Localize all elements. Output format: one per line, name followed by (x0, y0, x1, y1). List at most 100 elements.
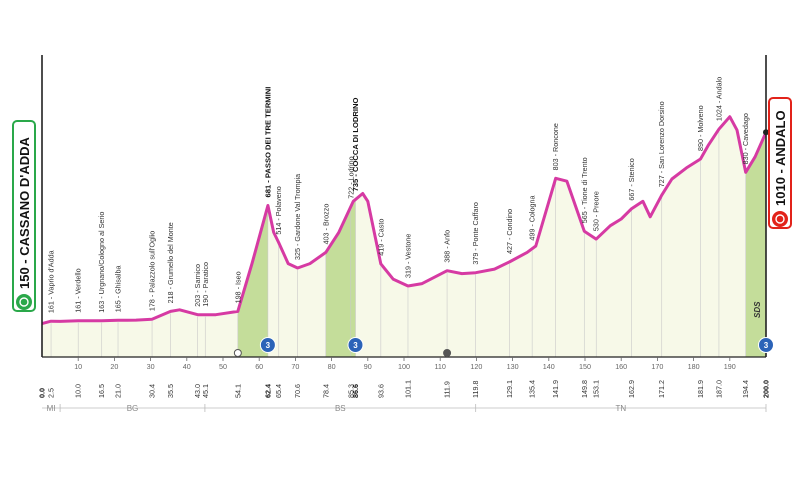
region-label-bg: BG (127, 404, 139, 413)
location-label-1: 161 - Verdello (74, 268, 83, 312)
finish-dot (763, 129, 769, 136)
climb-area-0 (237, 205, 268, 357)
tick-label-80: 80 (328, 362, 336, 371)
location-label-27: 1024 - Andalo (714, 77, 723, 121)
tick-label-170: 170 (651, 362, 663, 371)
location-label-21: 803 - Roncone (551, 123, 560, 170)
location-label-9: 681 - PASSO DEI TRE TERMINI (263, 87, 272, 198)
location-label-26: 890 - Molveno (696, 105, 705, 151)
climb-category-0: 3 (266, 341, 271, 350)
km-label-23: 149.8 (580, 380, 589, 398)
km-label-14: 85.3 (346, 384, 355, 398)
km-label-26: 171.2 (657, 380, 666, 398)
tick-label-20: 20 (110, 362, 118, 371)
tick-label-150: 150 (579, 362, 591, 371)
tick-label-10: 10 (74, 362, 82, 371)
location-label-3: 165 - Ghisalba (114, 266, 123, 313)
location-label-22: 565 - Tione di Trento (580, 157, 589, 223)
climb-category-2: 3 (764, 341, 769, 350)
km-label-10: 62.4 (263, 384, 272, 398)
km-label-17: 101.1 (403, 380, 412, 398)
km-label-3: 16.5 (97, 384, 106, 398)
tick-label-70: 70 (291, 362, 299, 371)
km-label-9: 54.1 (233, 384, 242, 398)
tick-label-100: 100 (398, 362, 410, 371)
climb-badge-2 (758, 337, 774, 353)
location-label-0: 161 - Vaprio d'Adda (47, 250, 56, 313)
location-label-11: 325 - Gardone Val Trompia (293, 174, 302, 260)
location-label-5: 218 - Grumello del Monte (166, 222, 175, 303)
finish-box (768, 97, 792, 229)
location-label-19: 427 - Condino (505, 209, 514, 254)
tick-label-60: 60 (255, 362, 263, 371)
tick-label-40: 40 (183, 362, 191, 371)
finish-icon-ring (775, 214, 785, 224)
sds-label: SDS (753, 301, 762, 318)
location-label-13: 722 - Lodrino (346, 156, 355, 198)
km-label-8: 45.1 (201, 384, 210, 398)
climb-category-1: 3 (353, 341, 358, 350)
tick-label-110: 110 (434, 362, 445, 371)
climb-badge-0 (259, 337, 276, 353)
start-icon-ring (19, 297, 29, 307)
location-label-7: 190 - Paratico (201, 262, 210, 307)
location-label-24: 667 - Stenico (627, 158, 636, 200)
finish-icon (772, 211, 788, 227)
location-label-4: 178 - Palazzolo sull'Oglio (148, 231, 157, 311)
location-label-28: 830 - Cavedago (741, 113, 750, 164)
location-label-15: 419 - Casto (376, 219, 385, 256)
km-label-0: 0.0 (38, 388, 47, 398)
location-labels: 161 - Vaprio d'Adda 161 - Verdello 163 - U… (47, 77, 751, 313)
climb-area-1 (325, 199, 356, 357)
km-label-20: 129.1 (505, 380, 514, 398)
tick-label-120: 120 (470, 362, 482, 371)
km-label-12: 70.6 (293, 384, 302, 398)
region-bar: MI BG BS TN (42, 404, 767, 413)
tick-label-30: 30 (147, 362, 155, 371)
profile-line (41, 115, 768, 326)
location-label-18: 379 - Ponte Caffaro (471, 202, 480, 265)
km-label-5: 30.4 (148, 384, 157, 398)
start-label: 150 - CASSANO D'ADDA (17, 136, 32, 289)
km-label-19: 119.8 (471, 381, 480, 398)
start-box (12, 120, 36, 312)
km-label-29: 194.4 (741, 380, 750, 398)
location-label-25: 727 - San Lorenzo Dorsino (657, 101, 666, 187)
km-label-25: 162.9 (627, 380, 636, 398)
climb-badge-1 (347, 337, 364, 353)
climb-area-2 (745, 132, 766, 357)
km-label-30: 200.0 (762, 380, 771, 398)
km-label-27: 181.9 (696, 380, 705, 398)
km-labels: 0.0 2.5 10.0 16.5 21.0 30.4 35.5 43.045.1 54.1 62… (38, 380, 771, 398)
location-label-20: 499 - Cologna (528, 196, 537, 241)
km-label-16: 93.6 (376, 384, 385, 398)
km-label-2: 10.0 (74, 384, 83, 398)
location-label-12: 403 - Brozzo (321, 204, 330, 245)
km-label-15: 86.6 (351, 384, 360, 398)
km-label-11: 65.4 (274, 384, 283, 398)
start-finish-boxes: 150 - CASSANO D'ADDA 1010 - ANDALO (12, 97, 792, 312)
location-label-16: 319 - Vestone (403, 234, 412, 278)
location-label-6: 203 - Sarnico (193, 264, 202, 307)
tick-label-190: 190 (724, 362, 736, 371)
location-label-8: 198 - Iseo (233, 271, 242, 303)
feed-marker-1 (443, 349, 452, 357)
tick-label-180: 180 (688, 362, 700, 371)
profile-area (42, 116, 766, 357)
start-icon (16, 294, 32, 310)
km-label-21: 135.4 (528, 380, 537, 398)
location-label-14: 735 - COCCA DI LODRINO (351, 98, 360, 192)
km-label-6: 35.5 (166, 384, 175, 398)
location-label-2: 163 - Urgnano/Cologno al Serio (97, 212, 106, 313)
region-label-bs: BS (335, 404, 346, 413)
km-label-22: 141.9 (551, 380, 560, 398)
tick-label-160: 160 (615, 362, 627, 371)
tick-label-130: 130 (507, 362, 519, 371)
tick-label-50: 50 (219, 362, 227, 371)
km-label-24: 153.1 (592, 380, 601, 398)
km-label-13: 78.4 (321, 384, 330, 398)
climb-areas (237, 132, 766, 357)
km-label-4: 21.0 (114, 384, 123, 398)
location-label-17: 388 - Anfo (443, 230, 452, 263)
